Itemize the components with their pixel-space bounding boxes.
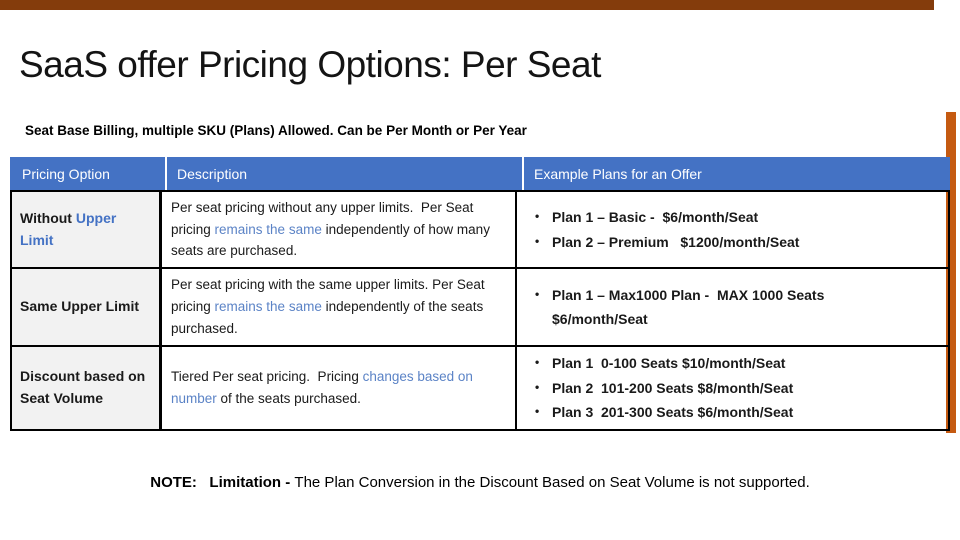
example-plan-text: Plan 2 101-200 Seats $8/month/Seat [552,379,794,396]
note-body: The Plan Conversion in the Discount Base… [294,474,810,491]
table-body: Without Upper Limit Per seat pricing with… [10,190,950,431]
bullet-icon: • [535,379,540,394]
description-cell: Per seat pricing with the same upper lim… [162,269,517,345]
text-segment: independently of how many seats are purc… [171,221,494,259]
pricing-option-cell: Without Upper Limit [12,192,162,267]
text-segment: Tiered Per seat pricing. Pricing [171,368,363,384]
text-segment: of the seats purchased. [216,390,361,406]
text-segment: changes based on number [171,368,477,406]
page-title: SaaS offer Pricing Options: Per Seat [19,44,601,85]
text-segment: remains the same [214,299,322,315]
bullet-icon: • [535,286,540,301]
description-cell: Tiered Per seat pricing. Pricing changes… [162,347,517,429]
text-segment: remains the same [214,221,322,237]
table-row: Without Upper Limit Per seat pricing with… [12,192,948,267]
text-segment: Per seat pricing with the same upper lim… [171,277,489,315]
example-plan-item: • Plan 3 201-300 Seats $6/month/Seat [535,400,920,425]
text-segment: Upper Limit [20,209,117,248]
example-plan-text: Plan 1 0-100 Seats $10/month/Seat [552,355,786,371]
example-plan-item: • Plan 1 – Basic - $6/month/Seat [535,205,920,230]
example-plan-item: • Plan 2 – Premium $1200/month/Seat [535,230,920,255]
pricing-options-table: Pricing Option Description Example Plans… [10,157,950,431]
example-plan-text: Plan 3 201-300 Seats $6/month/Seat [552,404,794,420]
table-row: Discount based on Seat Volume Tiered Per … [12,345,948,429]
text-segment: Discount based on Seat Volume [20,368,146,406]
bullet-icon: • [535,355,540,369]
bullet-icon: • [535,209,540,223]
example-plan-text: Plan 1 – Basic - $6/month/Seat [552,209,759,225]
table-header-row: Pricing Option Description Example Plans… [10,157,950,190]
top-accent-bar [0,0,934,10]
header-cell-description: Description [165,157,522,190]
example-plan-text: Plan 1 – Max1000 Plan - MAX 1000 Seats $… [552,286,829,328]
example-plans-cell: • Plan 1 – Max1000 Plan - MAX 1000 Seats … [517,269,948,345]
note-label: NOTE: Limitation - [150,474,295,491]
example-plan-item: • Plan 2 101-200 Seats $8/month/Seat [535,376,920,401]
description-cell: Per seat pricing without any upper limit… [162,192,517,267]
right-accent-bar [946,112,956,433]
table-row: Same Upper Limit Per seat pricing with th… [12,267,948,345]
bullet-icon: • [535,404,540,418]
bullet-icon: • [535,233,540,248]
text-segment: Without [20,209,76,226]
slide-subtitle: Seat Base Billing, multiple SKU (Plans) … [25,123,527,138]
header-cell-example-plans: Example Plans for an Offer [522,157,950,190]
text-segment: independently of the seats purchased. [171,299,487,336]
pricing-option-cell: Discount based on Seat Volume [12,347,162,429]
example-plan-item: • Plan 1 – Max1000 Plan - MAX 1000 Seats … [535,283,920,332]
example-plans-cell: • Plan 1 0-100 Seats $10/month/Seat • Plan … [517,347,948,429]
example-plans-cell: • Plan 1 – Basic - $6/month/Seat • Plan 2 –… [517,192,948,267]
example-plan-text: Plan 2 – Premium $1200/month/Seat [552,233,800,250]
text-segment: Same Upper Limit [20,298,140,315]
note-text: NOTE: Limitation - The Plan Conversion i… [0,474,960,491]
header-cell-pricing-option: Pricing Option [22,165,110,182]
pricing-option-cell: Same Upper Limit [12,269,162,345]
example-plan-item: • Plan 1 0-100 Seats $10/month/Seat [535,351,920,376]
text-segment: Per seat pricing without any upper limit… [171,199,478,237]
